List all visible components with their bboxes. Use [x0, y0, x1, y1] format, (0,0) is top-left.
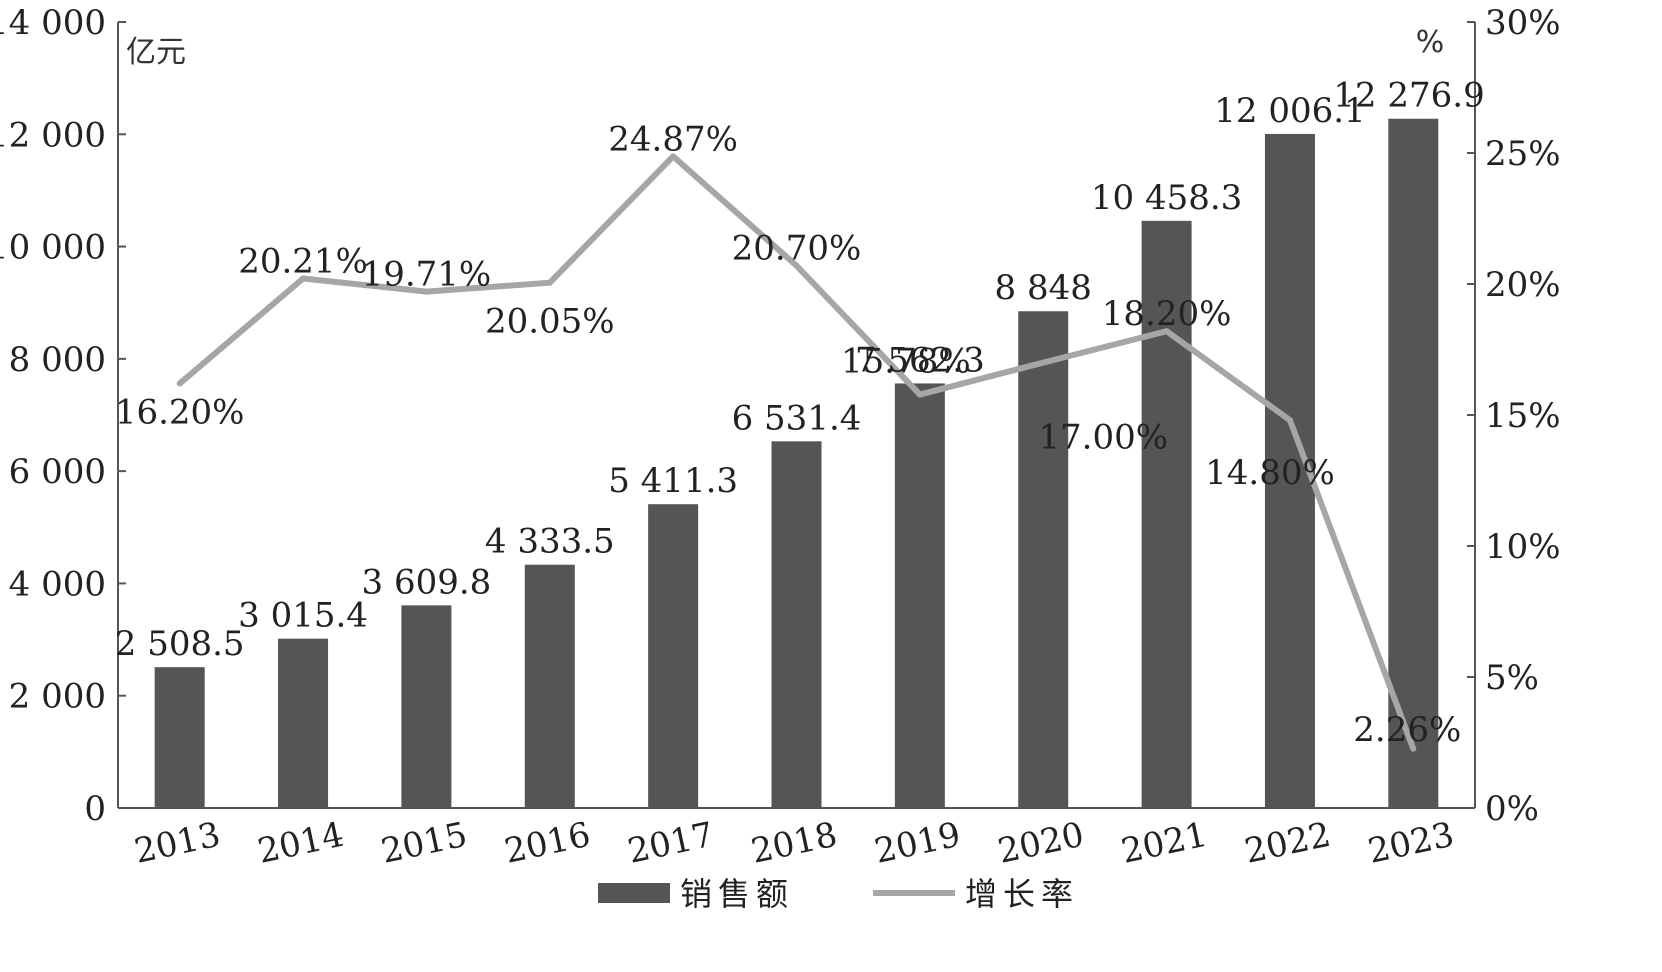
bar-2016 [524, 564, 575, 808]
growth-value-label: 19.71% [362, 255, 492, 295]
growth-value-label: 2.26% [1353, 710, 1461, 750]
x-tick-label: 2020 [994, 815, 1087, 872]
left-unit-label: 亿元 [126, 35, 186, 70]
x-tick-label: 2022 [1241, 815, 1334, 872]
growth-value-label: 20.21% [238, 241, 368, 281]
growth-value-label: 15.78% [841, 342, 971, 382]
bar-value-label: 10 458.3 [1091, 178, 1242, 218]
right-axis-ticks: 0% 5% 10% 15% 20% 25% 30% [1467, 3, 1561, 829]
right-unit-label: % [1416, 25, 1445, 60]
growth-point-2023 [1410, 745, 1417, 752]
right-tick-label: 30% [1485, 3, 1561, 43]
x-tick-label: 2016 [501, 815, 594, 872]
bar-2019 [894, 383, 945, 808]
legend-swatch-sales [598, 883, 670, 903]
x-tick-label: 2021 [1118, 815, 1211, 872]
growth-value-label: 20.70% [732, 229, 862, 269]
x-tick-label: 2023 [1365, 815, 1458, 872]
growth-line [176, 153, 1417, 752]
bars [154, 118, 1439, 809]
growth-point-2018 [793, 262, 800, 269]
bar-value-label: 12 006.1 [1214, 91, 1365, 131]
x-tick-label: 2015 [378, 815, 471, 872]
bar-2015 [401, 605, 452, 808]
right-tick-label: 5% [1485, 658, 1539, 698]
left-tick-label: 8 000 [9, 340, 106, 380]
bar-value-label: 4 333.5 [485, 522, 615, 562]
x-tick-label: 2018 [748, 815, 841, 872]
growth-point-2020 [1040, 359, 1047, 366]
growth-point-2013 [176, 380, 183, 387]
right-tick-label: 25% [1485, 134, 1561, 174]
bar-2021 [1141, 220, 1192, 808]
left-tick-label: 10 000 [0, 228, 106, 268]
right-tick-label: 15% [1485, 396, 1561, 436]
left-axis-ticks: 0 2 000 4 000 6 000 8 000 10 000 12 000 14 000 [0, 3, 126, 829]
x-tick-label: 2014 [254, 815, 347, 872]
legend-label-sales: 销售额 [680, 875, 794, 913]
left-tick-label: 6 000 [9, 452, 106, 492]
line-labels: 16.20% 20.21%19.71% 20.05% 24.87% 20.70% 15.7… [115, 119, 1461, 749]
bar-value-label: 6 531.4 [732, 398, 862, 438]
bar-2017 [648, 504, 699, 808]
legend-label-growth: 增长率 [965, 875, 1079, 913]
bar-labels: 2 508.53 015.43 609.84 333.5 5 411.3 6 531… [115, 76, 1485, 664]
bar-value-label: 7 562.3 [855, 340, 985, 380]
growth-point-2017 [670, 153, 677, 160]
right-tick-label: 20% [1485, 265, 1561, 305]
left-tick-label: 14 000 [0, 3, 106, 43]
x-tick-label: 2013 [131, 815, 224, 872]
growth-point-2019 [916, 391, 923, 398]
bar-value-label: 3 015.4 [238, 596, 368, 636]
growth-value-label: 16.20% [115, 393, 245, 433]
right-tick-label: 10% [1485, 527, 1561, 567]
bar-value-label: 5 411.3 [608, 461, 738, 501]
bar-value-label: 2 508.5 [115, 624, 245, 664]
legend: 销售额 增长率 [598, 875, 1079, 913]
growth-point-2016 [546, 279, 553, 286]
left-tick-label: 0 [84, 789, 106, 829]
left-tick-label: 12 000 [0, 115, 106, 155]
x-tick-label: 2019 [871, 815, 964, 872]
growth-point-2015 [423, 288, 430, 295]
bar-value-label: 3 609.8 [362, 562, 492, 602]
bar-2023 [1388, 118, 1439, 809]
growth-value-label: 20.05% [485, 302, 615, 342]
x-axis-ticks: 2013 2014 2015 2016 2017 2018 2019 2020 2021 2022… [131, 815, 1458, 872]
growth-point-2021 [1163, 328, 1170, 335]
left-tick-label: 2 000 [9, 677, 106, 717]
x-tick-label: 2017 [624, 815, 717, 872]
right-tick-label: 0% [1485, 789, 1539, 829]
bar-2014 [278, 638, 329, 808]
bar-value-label: 12 276.9 [1333, 76, 1484, 116]
growth-value-label: 17.00% [1038, 418, 1168, 458]
growth-point-2022 [1286, 417, 1293, 424]
bar-value-label: 8 848 [995, 268, 1092, 308]
left-tick-label: 4 000 [9, 564, 106, 604]
bar-2020 [1018, 311, 1069, 808]
bar-2018 [771, 441, 822, 808]
bar-2013 [154, 667, 205, 808]
growth-value-label: 14.80% [1205, 453, 1335, 493]
growth-value-label: 18.20% [1102, 294, 1232, 334]
growth-value-label: 24.87% [608, 119, 738, 159]
growth-point-2014 [300, 275, 307, 282]
